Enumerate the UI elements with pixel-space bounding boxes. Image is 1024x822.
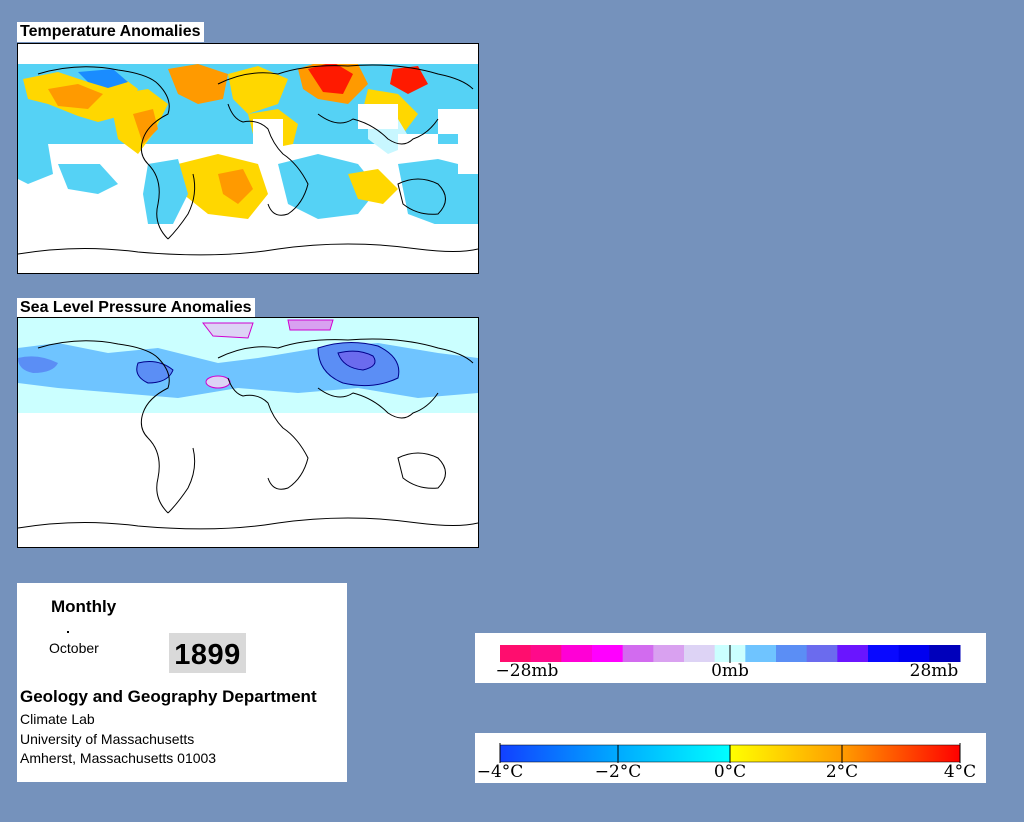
coastline-outline bbox=[18, 64, 478, 256]
temperature-colorbar bbox=[499, 743, 961, 763]
pressure-anomaly-map bbox=[17, 317, 479, 548]
address-line-3: Amherst, Massachusetts 01003 bbox=[20, 750, 217, 766]
temperature-tick-plus4: 4°C bbox=[943, 762, 977, 782]
pressure-tick-min: −28mb bbox=[495, 661, 559, 681]
pressure-swatch bbox=[500, 645, 532, 662]
pressure-swatch bbox=[806, 645, 838, 662]
pressure-swatch bbox=[745, 645, 777, 662]
pressure-swatch bbox=[898, 645, 930, 662]
address-line-2: University of Massachusetts bbox=[20, 731, 195, 747]
temperature-map-title: Temperature Anomalies bbox=[17, 22, 204, 42]
pressure-contours bbox=[136, 342, 400, 387]
pressure-swatch bbox=[653, 645, 685, 662]
coastline-outline bbox=[18, 338, 478, 530]
pressure-map-canvas bbox=[18, 318, 478, 547]
temperature-tick-zero: 0°C bbox=[713, 762, 747, 782]
pressure-map-title: Sea Level Pressure Anomalies bbox=[17, 298, 255, 318]
temperature-field bbox=[18, 44, 478, 273]
temperature-tick-minus2: −2°C bbox=[594, 762, 642, 782]
pressure-swatch bbox=[776, 645, 808, 662]
temperature-legend: −4°C −2°C 0°C 2°C 4°C bbox=[475, 733, 986, 783]
address-line-1: Climate Lab bbox=[20, 711, 95, 727]
pressure-swatch bbox=[592, 645, 624, 662]
month-label: October bbox=[49, 640, 99, 656]
department-name: Geology and Geography Department bbox=[20, 687, 317, 706]
pressure-tick-zero: 0mb bbox=[711, 661, 749, 681]
pressure-swatch bbox=[622, 645, 654, 662]
temperature-tick-plus2: 2°C bbox=[825, 762, 859, 782]
temperature-tick-minus4: −4°C bbox=[476, 762, 524, 782]
dot-marker bbox=[67, 631, 69, 633]
year-label: 1899 bbox=[169, 633, 246, 673]
pressure-swatch bbox=[929, 645, 961, 662]
info-panel: Monthly October 1899 Geology and Geograp… bbox=[17, 583, 347, 782]
pressure-swatch bbox=[530, 645, 562, 662]
temperature-map-canvas bbox=[18, 44, 478, 273]
pressure-tick-max: 28mb bbox=[909, 661, 959, 681]
pressure-colorbar bbox=[500, 645, 961, 663]
pressure-swatch bbox=[837, 645, 869, 662]
pressure-legend: −28mb 0mb 28mb bbox=[475, 633, 986, 683]
period-label: Monthly bbox=[51, 597, 117, 616]
pressure-swatch bbox=[868, 645, 900, 662]
pressure-field bbox=[18, 318, 478, 547]
pressure-swatch bbox=[561, 645, 593, 662]
pressure-swatch bbox=[684, 645, 716, 662]
temperature-anomaly-map bbox=[17, 43, 479, 274]
